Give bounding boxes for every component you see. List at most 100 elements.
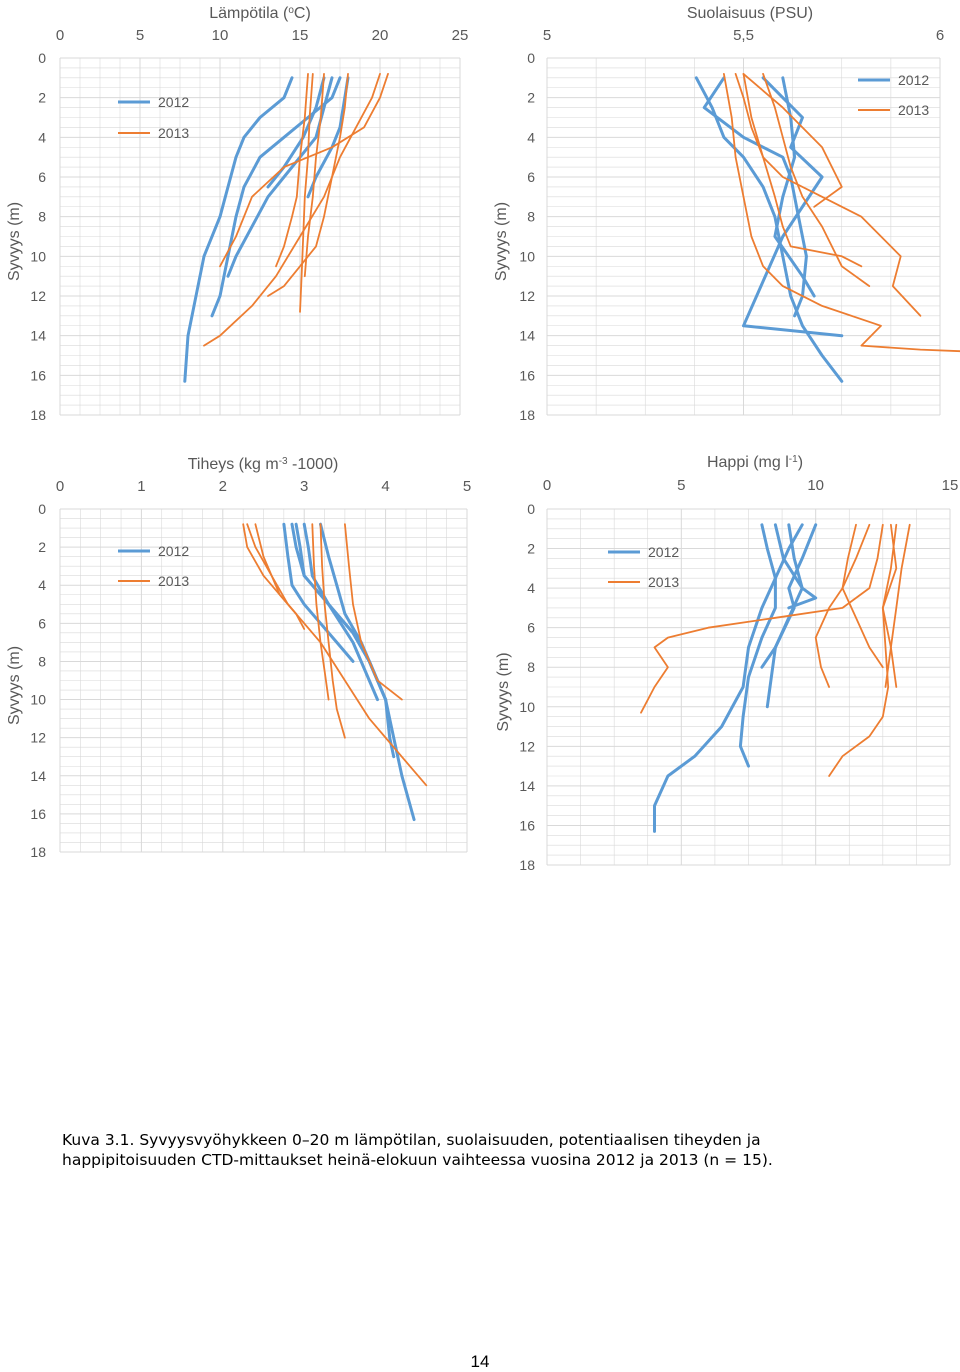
x-tick-label: 5 (543, 27, 551, 44)
y-tick-label: 4 (38, 577, 46, 593)
chart-panel-1: 0 5 10 15 20 25 0 2 4 6 8 10 12 14 16 18 Lämpötila (oC) S… (6, 5, 468, 424)
y-tick-label: 16 (519, 367, 535, 383)
y-tick-label: 6 (38, 169, 46, 185)
series-2012-profile-1 (694, 76, 844, 383)
y-tick-label: 18 (519, 407, 535, 423)
series-2012-profile-4 (319, 522, 388, 702)
chart-panel-4: 0 5 10 15 0 2 4 6 8 10 12 14 16 18 Happi (mg l-1) Syvyy… (495, 454, 958, 874)
chart-title: Lämpötila (oC) (209, 5, 311, 23)
y-tick-label: 4 (527, 580, 535, 596)
y-tick-label: 8 (527, 659, 535, 675)
y-tick-label: 18 (30, 844, 46, 860)
series-2013-profile-1 (640, 523, 884, 714)
series-2012-profile-2 (702, 76, 808, 318)
y-tick-label: 16 (30, 806, 46, 822)
series-2013-profile-3 (814, 523, 871, 688)
legend-label-2013: 2013 (158, 125, 189, 141)
series-2012-profile-2 (290, 522, 396, 759)
series-2013-profile-1 (723, 73, 960, 353)
x-tick-label: 1 (137, 478, 145, 495)
y-tick-label: 2 (527, 541, 535, 557)
y-axis-label: Syvyys (m) (495, 652, 512, 731)
y-tick-label: 14 (30, 328, 46, 344)
y-tick-label: 12 (519, 738, 535, 754)
legend-label-2012: 2012 (898, 72, 929, 88)
x-tick-label: 5 (677, 477, 685, 494)
x-tick-label: 5,5 (733, 27, 754, 44)
y-tick-label: 10 (519, 699, 535, 715)
x-tick-label: 20 (372, 27, 389, 44)
y-tick-label: 16 (519, 817, 535, 833)
y-tick-label: 2 (38, 90, 46, 106)
chart-title: Suolaisuus (PSU) (687, 5, 813, 22)
y-axis-label: Syvyys (m) (6, 202, 23, 281)
series-2012-profile-4 (760, 523, 804, 669)
y-tick-label: 12 (30, 730, 46, 746)
y-tick-label: 18 (30, 407, 46, 423)
x-tick-label: 0 (543, 477, 551, 494)
x-tick-label: 0 (56, 478, 64, 495)
x-tick-label: 5 (463, 478, 471, 495)
y-tick-label: 14 (519, 778, 535, 794)
series-2013-profile-4 (734, 73, 863, 268)
chart-title: Tiheys (kg m-3 -1000) (188, 456, 339, 474)
chart-title: Happi (mg l-1) (707, 454, 803, 472)
series-2013-profile-5 (344, 523, 403, 701)
y-axis-label: Syvyys (m) (6, 646, 23, 725)
series-2013-profile-3 (311, 523, 330, 701)
series-2013-profile-2 (319, 523, 346, 739)
series-2012-profile-1 (653, 523, 777, 833)
legend-label-2012: 2012 (158, 94, 189, 110)
y-tick-label: 10 (30, 248, 46, 264)
series-2013-profile-6 (881, 523, 898, 688)
series-2012-profile-5 (773, 523, 818, 610)
legend-label-2013: 2013 (898, 102, 929, 118)
y-tick-label: 6 (38, 615, 46, 631)
y-tick-label: 4 (38, 129, 46, 145)
series-2012-profile-4 (773, 76, 816, 298)
series-2012-profile-3 (302, 522, 379, 702)
y-tick-label: 4 (527, 129, 535, 145)
x-tick-label: 15 (942, 477, 959, 494)
legend-label-2013: 2013 (648, 574, 679, 590)
x-tick-label: 15 (292, 27, 309, 44)
y-tick-label: 18 (519, 857, 535, 873)
series-2013-profile-3 (762, 73, 871, 287)
y-tick-label: 0 (527, 50, 535, 66)
y-tick-label: 8 (527, 209, 535, 225)
y-tick-label: 8 (38, 653, 46, 669)
series-2013-profile-5 (841, 523, 884, 669)
x-tick-label: 10 (807, 477, 824, 494)
y-tick-label: 12 (519, 288, 535, 304)
x-tick-label: 2 (219, 478, 227, 495)
figure-caption: Kuva 3.1. Syvyysvyöhykkeen 0–20 m lämpöt… (62, 1131, 773, 1169)
series-2013-profile-5 (303, 73, 325, 278)
series-2013-profile-6 (267, 73, 349, 297)
series-2013-profile-1 (246, 523, 428, 787)
series-2013-profile-3 (299, 73, 314, 313)
y-axis-label: Syvyys (m) (493, 202, 510, 281)
series-2013-profile-6 (254, 523, 306, 630)
chart-panel-2: 5 5,5 6 0 2 4 6 8 10 12 14 16 18 Suolaisuus (PSU) Syvy… (493, 5, 960, 423)
x-tick-label: 25 (452, 27, 469, 44)
series-2012-profile-1 (183, 76, 294, 383)
x-tick-label: 10 (212, 27, 229, 44)
series-2013-profile-2 (203, 73, 381, 347)
x-tick-label: 0 (56, 27, 64, 44)
legend-label-2012: 2012 (158, 543, 189, 559)
x-tick-label: 6 (936, 27, 944, 44)
y-tick-label: 6 (527, 169, 535, 185)
legend-label-2012: 2012 (648, 544, 679, 560)
series-2013-profile-4 (275, 73, 309, 268)
y-tick-label: 6 (527, 620, 535, 636)
y-tick-label: 10 (519, 248, 535, 264)
y-tick-label: 8 (38, 209, 46, 225)
y-tick-label: 12 (30, 288, 46, 304)
y-tick-label: 2 (38, 539, 46, 555)
y-tick-label: 0 (527, 501, 535, 517)
series-2012-profile-2 (210, 76, 342, 318)
series-2012-profile-5 (282, 522, 355, 663)
y-tick-label: 0 (38, 501, 46, 517)
